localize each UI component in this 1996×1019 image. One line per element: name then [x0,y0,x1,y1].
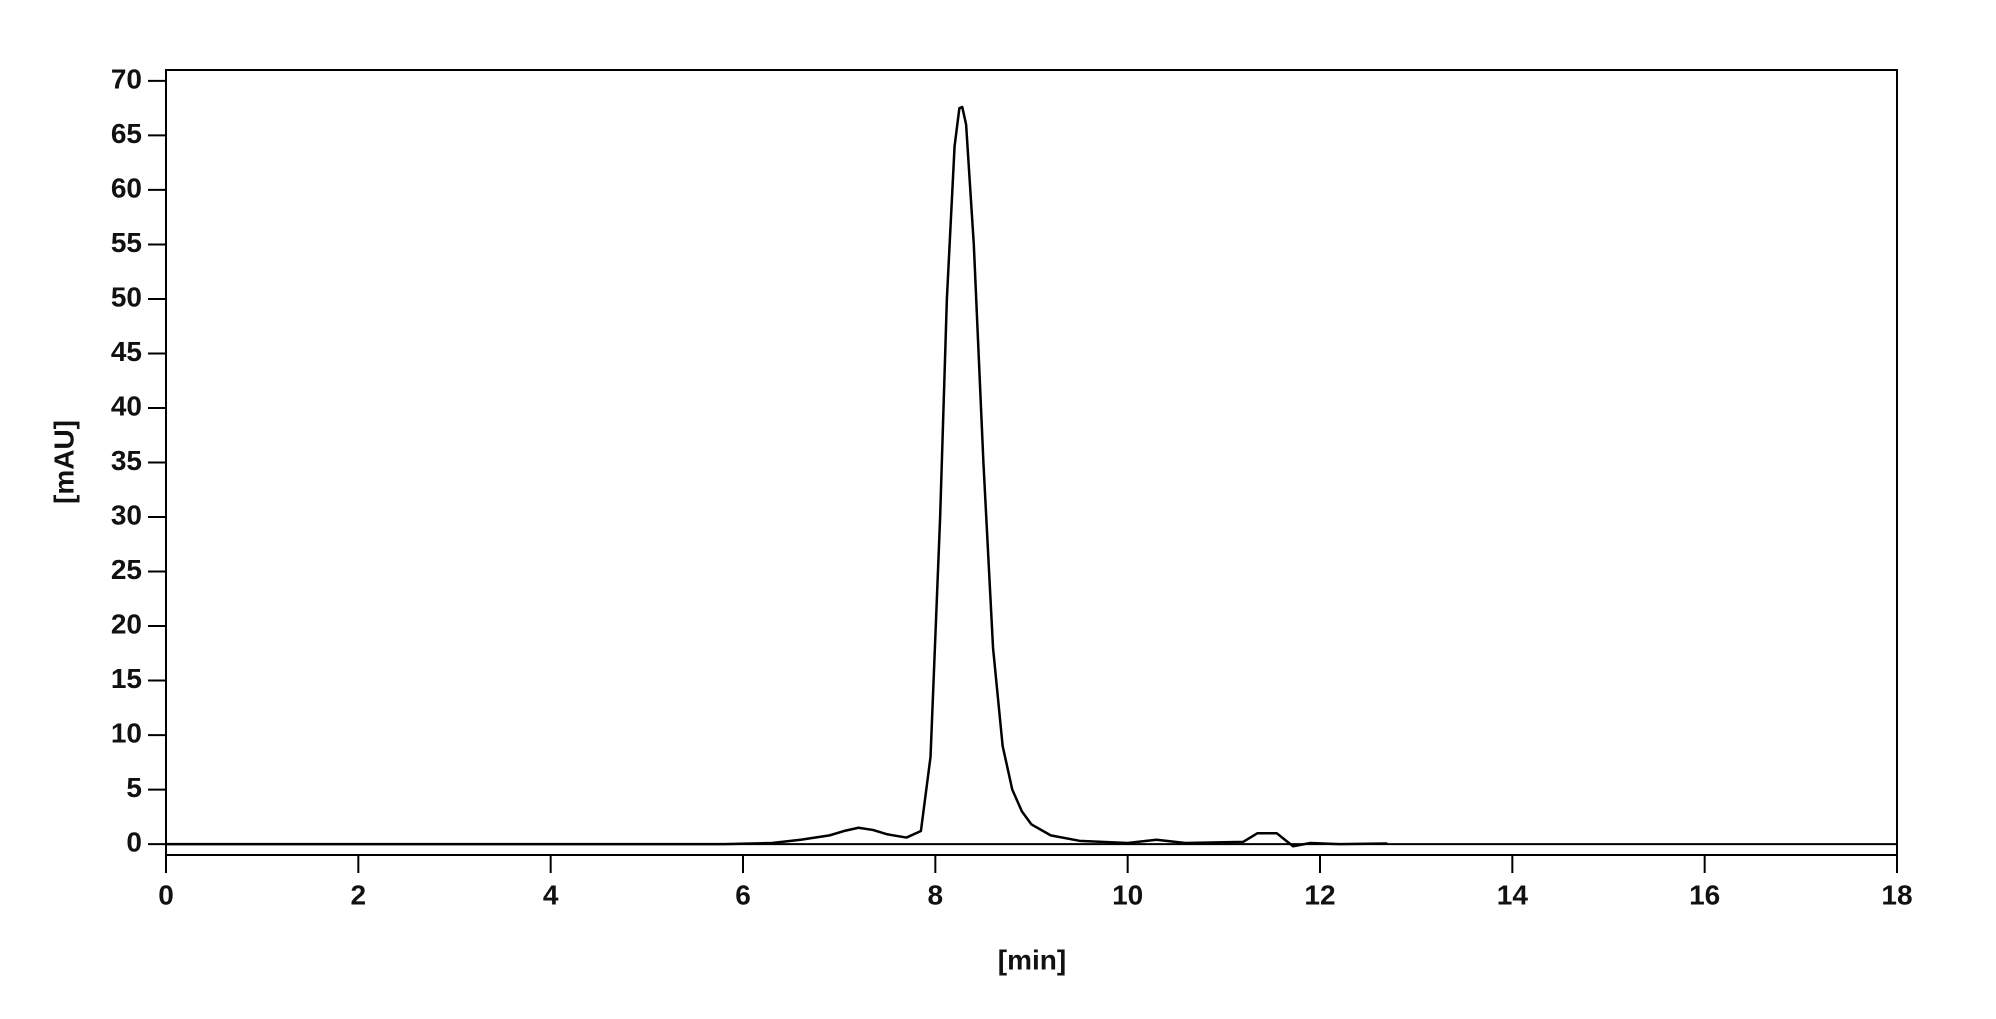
x-tick-label: 10 [1112,879,1143,910]
x-tick-label: 2 [351,879,367,910]
y-tick-label: 30 [111,499,142,530]
y-tick-label: 45 [111,336,142,367]
x-tick-label: 18 [1881,879,1912,910]
y-tick-label: 40 [111,390,142,421]
x-tick-label: 4 [543,879,559,910]
x-tick-label: 12 [1304,879,1335,910]
y-tick-label: 50 [111,281,142,312]
x-axis-label: [min] [998,944,1066,975]
x-tick-label: 8 [928,879,944,910]
y-tick-label: 15 [111,663,142,694]
y-tick-label: 60 [111,172,142,203]
x-tick-label: 0 [158,879,174,910]
y-axis-label: [mAU] [48,420,79,504]
plot-frame [165,69,1898,856]
x-tick-label: 14 [1497,879,1529,910]
y-tick-label: 0 [126,826,142,857]
y-tick-label: 20 [111,608,142,639]
trace [166,105,1388,848]
y-tick-label: 55 [111,227,142,258]
y-tick-label: 10 [111,717,142,748]
x-tick-label: 16 [1689,879,1720,910]
y-tick-label: 70 [111,63,142,94]
y-tick-label: 65 [111,118,142,149]
y-tick-label: 35 [111,445,142,476]
y-tick-label: 25 [111,554,142,585]
x-tick-label: 6 [735,879,751,910]
y-tick-label: 5 [126,772,142,803]
